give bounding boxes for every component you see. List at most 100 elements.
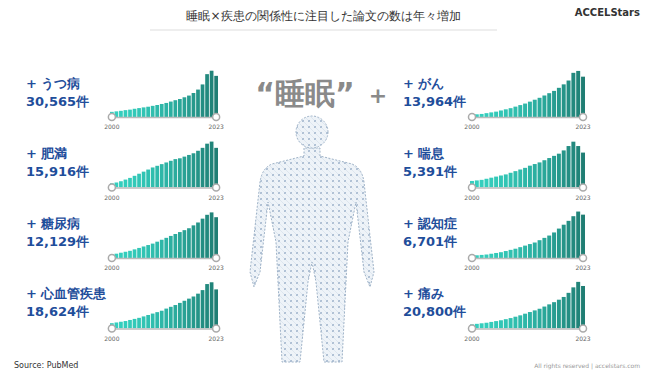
bar xyxy=(164,238,168,258)
bar xyxy=(480,114,484,117)
bar xyxy=(173,100,177,117)
bar xyxy=(576,71,580,117)
bar xyxy=(155,312,159,328)
tick-mark xyxy=(108,255,115,262)
bar xyxy=(137,174,141,188)
bar xyxy=(151,106,155,117)
bar xyxy=(538,240,542,258)
bar xyxy=(581,77,585,117)
bar xyxy=(151,244,155,258)
bar xyxy=(576,146,580,187)
x-axis: 20002023 xyxy=(464,184,590,201)
bar xyxy=(494,112,498,117)
bar xyxy=(509,318,513,328)
tick-mark xyxy=(213,114,220,121)
bar xyxy=(562,84,566,117)
bar xyxy=(146,315,150,329)
bar xyxy=(542,160,546,187)
bar xyxy=(552,91,556,117)
human-figure xyxy=(250,116,374,362)
tick-label: 2023 xyxy=(575,335,590,342)
bar xyxy=(567,293,571,329)
tick-label: 2023 xyxy=(209,335,224,342)
tick-label: 2023 xyxy=(575,194,590,201)
bar xyxy=(205,144,209,188)
bar xyxy=(484,113,488,117)
bar xyxy=(201,290,205,328)
bar xyxy=(547,158,551,187)
tick-mark xyxy=(108,325,115,332)
bar xyxy=(557,88,561,117)
bar xyxy=(509,108,513,117)
bar xyxy=(183,301,187,329)
x-axis: 20002023 xyxy=(104,114,224,131)
bar xyxy=(214,148,218,188)
bar xyxy=(528,244,532,258)
tick: 2023 xyxy=(575,325,590,342)
bar xyxy=(489,112,493,117)
bar xyxy=(567,146,571,187)
x-axis: 2000 2023 xyxy=(464,325,590,342)
bars xyxy=(110,282,218,328)
bar xyxy=(128,178,132,188)
bar xyxy=(151,314,155,329)
tick: 2000 xyxy=(464,325,479,342)
bar xyxy=(567,81,571,117)
chart-title: + うつ病 xyxy=(26,76,80,91)
bar xyxy=(192,225,196,258)
tick-label: 2000 xyxy=(464,264,479,271)
center-plus: + xyxy=(369,83,387,108)
bar xyxy=(484,323,488,329)
bar xyxy=(523,314,527,329)
figure-body xyxy=(250,148,374,362)
bar xyxy=(571,216,575,258)
bars xyxy=(470,212,585,258)
bar xyxy=(178,232,182,258)
bar xyxy=(494,177,498,188)
tick-label: 2023 xyxy=(209,264,224,271)
tick-mark xyxy=(468,184,475,191)
bar xyxy=(557,154,561,188)
bar xyxy=(552,156,556,188)
bar xyxy=(523,246,527,258)
bar xyxy=(142,316,146,328)
bar xyxy=(538,309,542,329)
x-axis: 20002023 xyxy=(104,184,224,201)
bar xyxy=(187,228,191,258)
bar xyxy=(178,303,182,329)
bar xyxy=(205,284,209,328)
tick-label: 2023 xyxy=(575,123,590,130)
mini-chart: + 肥満15,916件20002023 xyxy=(26,142,224,201)
chart-count: 5,391件 xyxy=(403,164,457,179)
bar xyxy=(210,71,214,117)
bar xyxy=(119,111,123,117)
bar xyxy=(183,97,187,117)
bar xyxy=(528,102,532,117)
bar xyxy=(146,107,150,117)
bar xyxy=(509,173,513,188)
bar xyxy=(183,230,187,258)
bar xyxy=(504,319,508,328)
bar xyxy=(160,311,164,329)
bar xyxy=(552,302,556,328)
bar xyxy=(504,109,508,117)
bar xyxy=(494,321,498,328)
chart-title: + 喘息 xyxy=(403,146,445,161)
bar xyxy=(533,243,537,258)
tick-mark xyxy=(213,325,220,332)
bar xyxy=(160,164,164,187)
bar xyxy=(142,172,146,188)
bar xyxy=(192,297,196,329)
bar xyxy=(562,225,566,258)
bar xyxy=(192,153,196,187)
center-label: “睡眠” xyxy=(255,76,354,111)
chart-title: + 心血管疾患 xyxy=(26,286,107,301)
bar xyxy=(155,166,159,188)
chart-count: 13,964件 xyxy=(403,94,466,109)
bar xyxy=(489,254,493,258)
infographic: 睡眠×疾患の関係性に注目した論文の数は年々増加ACCELStars“睡眠”++ … xyxy=(0,0,647,376)
bars xyxy=(470,142,585,188)
bar xyxy=(160,104,164,117)
tick-label: 2000 xyxy=(104,123,119,130)
tick-mark xyxy=(580,114,587,121)
